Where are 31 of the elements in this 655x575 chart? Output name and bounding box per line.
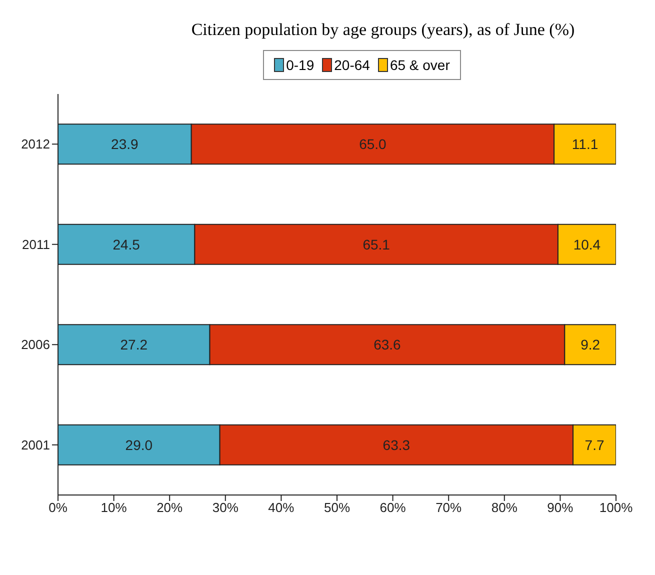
data-label: 27.2 <box>120 336 148 353</box>
data-label: 63.6 <box>374 336 402 353</box>
x-tick-label: 10% <box>100 500 128 516</box>
data-label: 9.2 <box>580 336 600 353</box>
x-tick-label: 60% <box>380 500 406 516</box>
data-label: 10.4 <box>573 236 601 252</box>
x-tick-label: 70% <box>436 500 462 516</box>
x-tick-label: 20% <box>156 500 184 516</box>
x-tick-label: 40% <box>268 500 295 516</box>
x-tick-label: 90% <box>547 500 574 516</box>
y-tick-label: 2001 <box>21 437 50 452</box>
y-tick-label: 2006 <box>21 337 50 352</box>
x-tick-label: 0% <box>48 500 68 516</box>
data-label: 65.1 <box>362 236 390 252</box>
legend-label: 20-64 <box>333 57 370 73</box>
x-tick-label: 50% <box>324 500 350 516</box>
legend-label: 65 & over <box>388 57 450 73</box>
y-tick-label: 2012 <box>21 136 50 152</box>
data-label: 11.1 <box>572 136 598 152</box>
data-label: 29.0 <box>125 436 153 453</box>
data-label: 7.7 <box>584 436 604 453</box>
data-label: 24.5 <box>112 236 140 252</box>
x-tick-label: 80% <box>491 500 518 516</box>
legend-label: 0-19 <box>285 57 314 73</box>
x-tick-label: 100% <box>599 500 634 516</box>
data-label: 23.9 <box>111 136 139 152</box>
data-label: 65.0 <box>359 136 387 152</box>
data-label: 63.3 <box>382 436 410 453</box>
chart-title: Citizen population by age groups (years), as of June (%) <box>190 20 576 40</box>
y-tick-label: 2011 <box>22 236 50 252</box>
x-tick-label: 30% <box>212 500 239 516</box>
